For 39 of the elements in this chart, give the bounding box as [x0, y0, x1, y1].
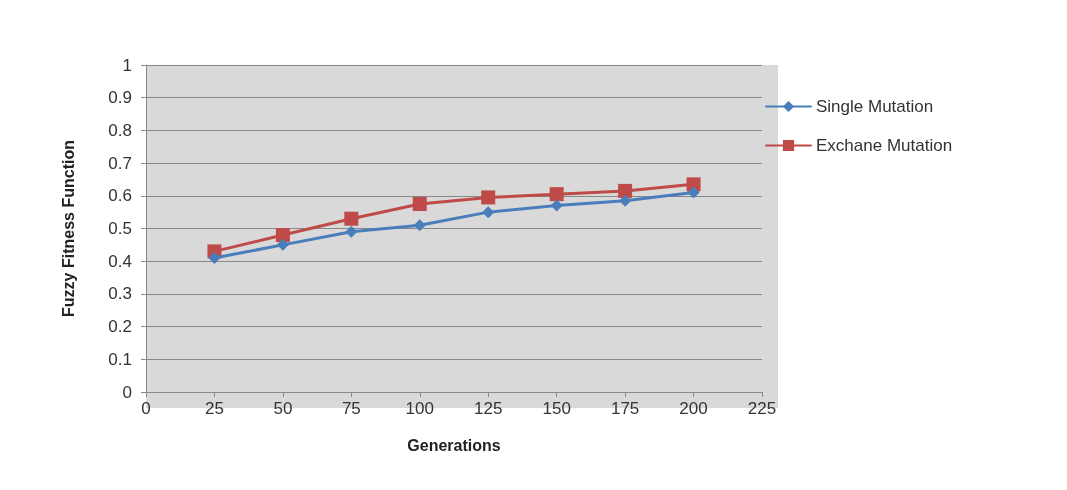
y-tick-label: 0.2: [108, 317, 132, 337]
x-tick-label: 50: [273, 399, 293, 418]
x-axis-title: Generations: [407, 436, 501, 454]
point: [687, 186, 700, 199]
y-tick-label: 1: [122, 55, 132, 75]
point: [618, 183, 633, 198]
point: [345, 225, 358, 238]
x-tick-label: 75: [341, 399, 361, 418]
y-tick-label: 0.1: [108, 349, 132, 369]
y-tick-label: 0.4: [108, 251, 132, 271]
point: [481, 190, 496, 205]
point: [412, 196, 427, 211]
x-tick-label: 225: [747, 399, 777, 418]
y-tick-label: 0.8: [108, 120, 132, 140]
x-tick-label: 150: [542, 399, 571, 418]
point: [619, 194, 632, 207]
x-tick-label: 175: [610, 399, 640, 418]
y-tick-label: 0: [122, 382, 132, 402]
x-tick-label: 200: [679, 399, 708, 418]
point: [276, 238, 289, 251]
point: [413, 219, 426, 232]
point: [275, 228, 290, 243]
legend-label: Single Mutation: [816, 97, 934, 116]
point: [549, 187, 564, 202]
x-tick-label: 0: [141, 399, 151, 418]
y-axis-title: Fuzzy Fitness Function: [59, 140, 77, 317]
point: [208, 251, 221, 264]
y-tick-label: 0.7: [108, 153, 132, 173]
y-tick-label: 0.6: [108, 186, 132, 206]
x-tick-label: 125: [474, 399, 503, 418]
point: [344, 211, 359, 226]
point: [482, 206, 495, 219]
y-tick-label: 0.3: [108, 284, 132, 304]
x-tick-label: 100: [405, 399, 434, 418]
legend-label: Exchane Mutation: [816, 136, 953, 155]
y-tick-label: 0.5: [108, 219, 132, 238]
y-tick-label: 0.9: [108, 88, 132, 108]
x-tick-label: 25: [204, 399, 224, 418]
point: [550, 199, 563, 212]
